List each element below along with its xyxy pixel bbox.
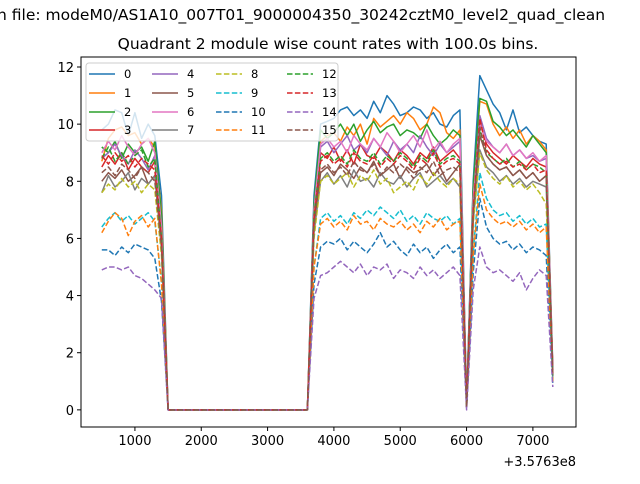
legend-label: 10 (251, 105, 266, 119)
legend-label: 13 (322, 86, 337, 100)
x-tick-label: 2000 (185, 434, 218, 449)
x-tick-label: 7000 (516, 434, 549, 449)
legend-box (85, 62, 339, 142)
legend-label: 5 (187, 86, 194, 100)
series-line-15 (101, 126, 554, 411)
y-axis: 0 2 4 6 8 10 12 (57, 61, 81, 419)
legend-label: 15 (322, 123, 337, 137)
figure-suptitle: n file: modeM0/AS1A10_007T01_9000004350_… (0, 6, 605, 25)
x-tick-label: 1000 (118, 434, 151, 449)
legend-label: 6 (187, 105, 194, 119)
y-tick-label: 8 (66, 175, 74, 190)
legend-label: 7 (187, 123, 194, 137)
x-axis: 1000 2000 3000 4000 5000 6000 7000 (118, 427, 549, 449)
x-tick-label: 4000 (317, 434, 350, 449)
legend-label: 12 (322, 67, 337, 81)
series-line-14 (101, 246, 554, 411)
series-line-8 (101, 151, 554, 411)
y-tick-label: 0 (66, 404, 74, 419)
legend-label: 2 (124, 105, 131, 119)
y-tick-label: 10 (57, 118, 74, 133)
y-tick-label: 12 (57, 61, 74, 76)
legend-label: 3 (124, 123, 131, 137)
y-tick-label: 4 (66, 290, 74, 305)
legend-label: 14 (322, 105, 337, 119)
legend-label: 1 (124, 86, 131, 100)
chart-title: Quadrant 2 module wise count rates with … (118, 35, 539, 53)
legend-label: 9 (251, 86, 258, 100)
y-tick-label: 6 (66, 232, 74, 247)
x-offset-label: +3.5763e8 (503, 455, 576, 470)
x-tick-label: 5000 (384, 434, 417, 449)
legend-label: 0 (124, 67, 131, 81)
legend-label: 4 (187, 67, 194, 81)
y-tick-label: 2 (66, 347, 74, 362)
x-tick-label: 3000 (251, 434, 284, 449)
axes-frame (80, 56, 577, 428)
series-line-9 (101, 171, 554, 411)
x-tick-label: 6000 (450, 434, 483, 449)
legend-label: 8 (251, 67, 258, 81)
legend-label: 11 (251, 123, 266, 137)
